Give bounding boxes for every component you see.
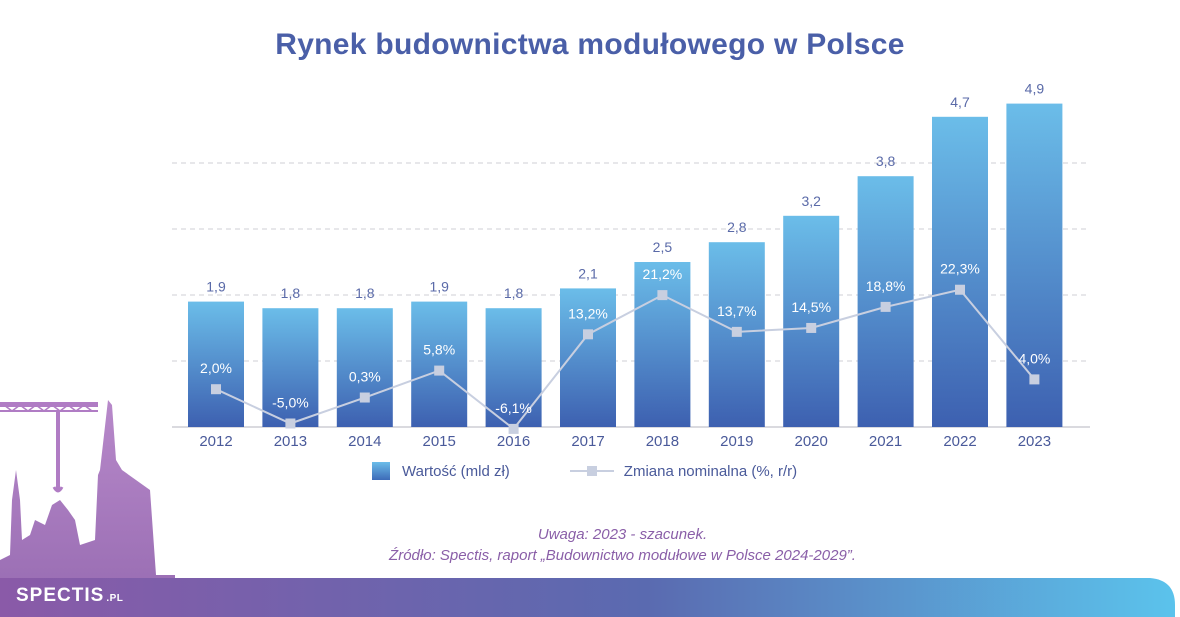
bar-value-label: 4,7 xyxy=(950,94,970,110)
city-illustration xyxy=(0,400,175,617)
bar-value-label: 2,8 xyxy=(727,219,747,235)
change-value-label: 0,3% xyxy=(349,369,381,385)
x-axis-labels: 2012 2013 2014 2015 2016 2017 2018 2019 2020 2021… xyxy=(199,433,1051,450)
change-marker xyxy=(731,326,742,337)
bar-value-label: 1,8 xyxy=(355,285,375,301)
bar-value-label: 3,2 xyxy=(801,193,821,209)
x-tick-label: 2014 xyxy=(348,433,381,450)
bar-value-label: 1,8 xyxy=(504,285,524,301)
bar-value-label: 4,9 xyxy=(1025,81,1045,97)
legend-line-label: Zmiana nominalna (%, r/r) xyxy=(623,462,798,480)
change-value-label: -6,1% xyxy=(495,400,532,416)
bar-2014 xyxy=(336,308,393,427)
change-marker xyxy=(955,284,965,295)
change-value-label: 18,8% xyxy=(866,278,906,294)
x-tick-label: 2020 xyxy=(795,433,828,450)
bar-value-label: 2,1 xyxy=(578,265,598,281)
change-value-label: 14,5% xyxy=(791,299,831,315)
change-marker xyxy=(211,384,221,395)
change-marker xyxy=(285,418,296,429)
x-tick-label: 2023 xyxy=(1018,433,1051,450)
x-tick-label: 2012 xyxy=(199,433,232,450)
legend-bar-swatch xyxy=(372,462,390,480)
change-marker xyxy=(359,392,370,403)
x-tick-label: 2017 xyxy=(571,433,604,450)
change-value-label: 13,7% xyxy=(717,303,757,319)
spectis-logo: SPECTIS .PL xyxy=(16,585,123,607)
change-marker xyxy=(880,301,891,312)
bar-2023 xyxy=(1006,103,1063,427)
legend: Wartość (mld zł) Zmiana nominalna (%, r/… xyxy=(372,462,857,480)
x-tick-label: 2016 xyxy=(497,433,530,450)
legend-bar-label: Wartość (mld zł) xyxy=(402,462,510,480)
bar-2016 xyxy=(485,308,542,427)
change-value-label: 21,2% xyxy=(643,266,683,282)
legend-item-line: Zmiana nominalna (%, r/r) xyxy=(569,462,798,480)
note-source: Źródło: Spectis, raport „Budownictwo mod… xyxy=(389,547,856,564)
x-tick-label: 2013 xyxy=(274,433,307,450)
bar-2012 xyxy=(188,301,244,427)
change-marker xyxy=(657,290,668,301)
change-marker xyxy=(508,423,519,434)
legend-line-swatch xyxy=(569,462,614,480)
change-value-label: 13,2% xyxy=(568,305,608,321)
footer-band xyxy=(0,578,1175,617)
x-tick-label: 2021 xyxy=(869,433,902,450)
change-marker xyxy=(434,365,445,376)
chart-title: Rynek budownictwa modułowego w Polsce xyxy=(275,28,905,61)
change-marker xyxy=(583,329,593,340)
change-marker xyxy=(1029,374,1040,385)
bar-value-label: 1,9 xyxy=(429,279,449,295)
bar-2022 xyxy=(932,116,988,428)
bar-labels: 1,9 1,8 1,8 1,9 1,8 2,1 2,5 2,8 3,2 3,8 4,7 4,9 xyxy=(206,81,1044,302)
legend-item-bar: Wartość (mld zł) xyxy=(372,462,510,480)
bar-2015 xyxy=(411,301,468,427)
bar-value-label: 1,8 xyxy=(281,285,301,301)
bar-2018 xyxy=(634,262,691,427)
change-value-label: 5,8% xyxy=(423,342,455,358)
change-marker xyxy=(806,322,817,333)
change-value-label: 2,0% xyxy=(200,360,232,376)
change-polyline xyxy=(215,288,1036,431)
x-tick-label: 2022 xyxy=(943,433,976,450)
change-line: 2,0% -5,0% 0,3% 5,8% -6,1% 13,2% 21,2% 13,7% 14,… xyxy=(200,261,1050,434)
bar-2020 xyxy=(783,215,840,427)
bars xyxy=(188,103,1063,428)
change-value-label: 4,0% xyxy=(1018,350,1050,366)
x-tick-label: 2018 xyxy=(646,433,679,450)
change-value-label: 22,3% xyxy=(940,261,980,277)
bar-value-label: 3,8 xyxy=(876,153,896,169)
x-tick-label: 2015 xyxy=(423,433,456,450)
logo-suffix: .PL xyxy=(106,593,124,604)
logo-text: SPECTIS xyxy=(16,585,105,606)
note-estimate: Uwaga: 2023 - szacunek. xyxy=(537,526,708,543)
bar-value-label: 2,5 xyxy=(653,239,673,255)
x-tick-label: 2019 xyxy=(720,433,753,450)
bar-value-label: 1,9 xyxy=(206,279,226,295)
change-value-label: -5,0% xyxy=(272,395,309,411)
bar-2013 xyxy=(262,308,319,427)
